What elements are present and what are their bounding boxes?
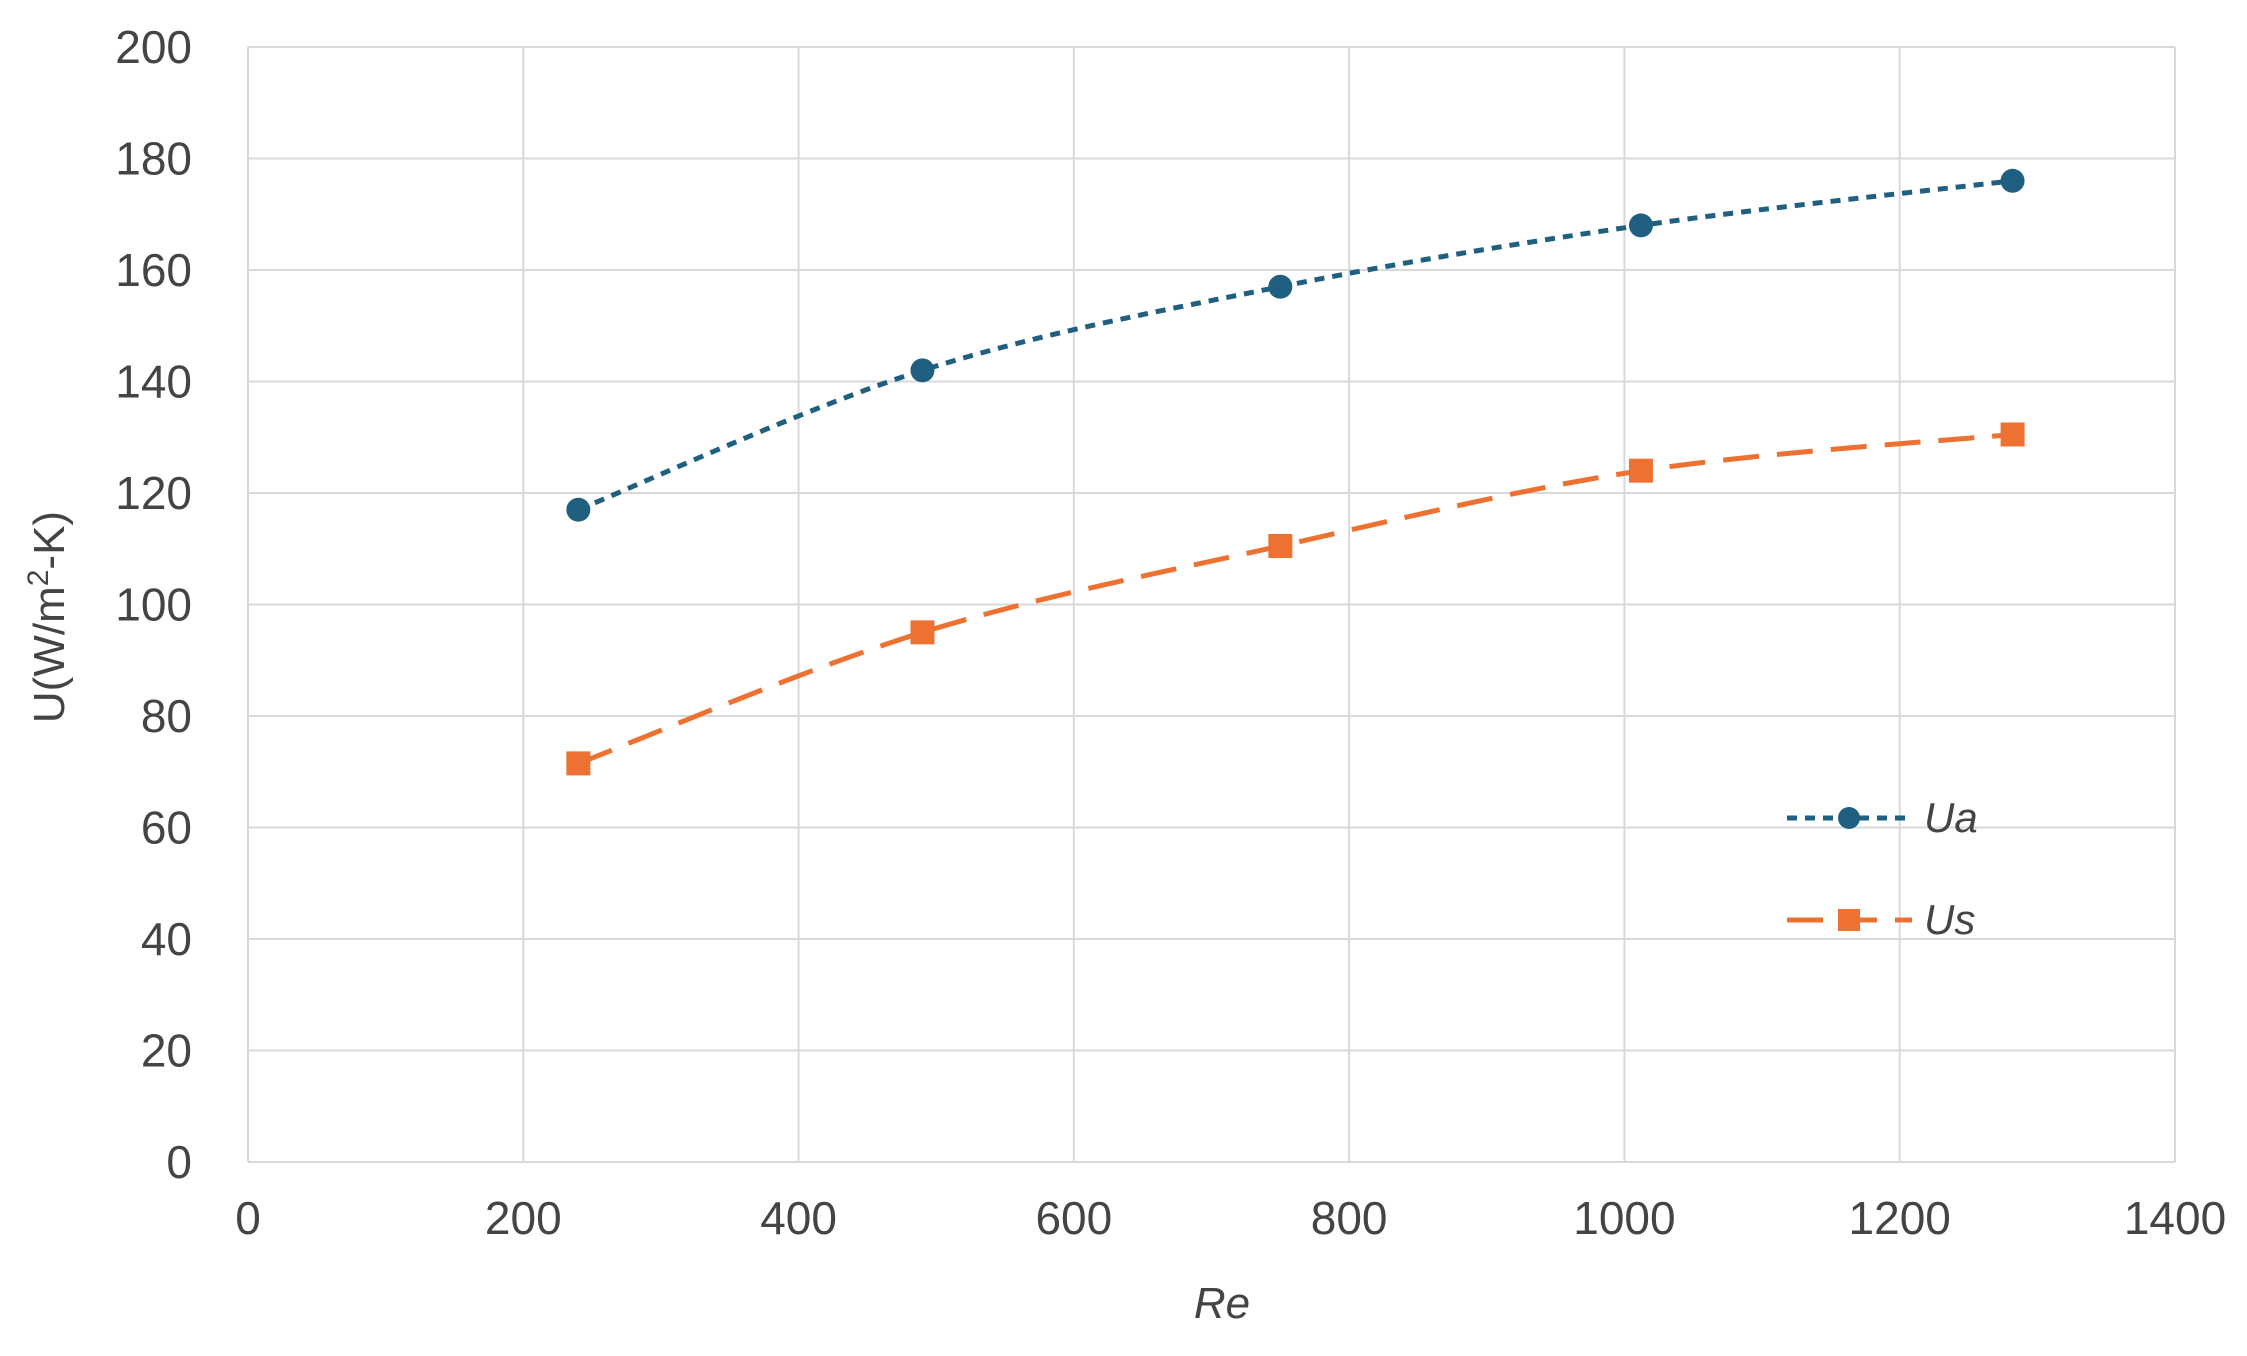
legend-us-label: Us	[1924, 896, 1975, 943]
y-tick-labels: 0 20 40 60 80 100 120 140 160 180 200	[115, 21, 192, 1188]
y-tick-label: 40	[141, 913, 192, 965]
y-axis-title-main: U(W/m	[25, 586, 74, 723]
legend-ua-label: Ua	[1924, 794, 1978, 841]
series-ua-point	[566, 497, 591, 522]
series-us	[566, 422, 2025, 776]
y-tick-label: 100	[115, 579, 192, 631]
y-tick-label: 180	[115, 133, 192, 185]
y-tick-label: 140	[115, 356, 192, 408]
series-us-line	[577, 431, 2013, 766]
series-us-point	[1268, 533, 1293, 558]
series-ua-point	[910, 358, 935, 383]
series-us-point	[1628, 458, 1653, 483]
y-axis-title-end: -K)	[25, 511, 74, 570]
series-us-point	[2000, 422, 2025, 447]
legend-entry-ua: Ua	[1787, 794, 1978, 841]
x-tick-label: 0	[235, 1192, 261, 1244]
x-tick-label: 800	[1311, 1192, 1388, 1244]
x-tick-label: 200	[485, 1192, 562, 1244]
x-tick-label: 1000	[1573, 1192, 1675, 1244]
y-tick-label: 80	[141, 690, 192, 742]
series-ua-point	[1628, 213, 1653, 238]
y-tick-label: 120	[115, 467, 192, 519]
series-us-point	[910, 620, 935, 645]
y-tick-label: 0	[166, 1136, 192, 1188]
series-us-point	[566, 751, 591, 776]
x-tick-label: 1400	[2124, 1192, 2226, 1244]
y-axis-title: U(W/m2-K)	[22, 511, 74, 723]
series-layer	[566, 168, 2025, 776]
series-ua	[566, 168, 2025, 522]
x-tick-label: 400	[760, 1192, 837, 1244]
x-tick-labels: 0 200 400 600 800 1000 1200 1400	[235, 1192, 2226, 1244]
y-tick-label: 20	[141, 1025, 192, 1077]
y-axis-title-superscript: 2	[22, 570, 55, 587]
x-tick-label: 600	[1035, 1192, 1112, 1244]
y-tick-label: 160	[115, 244, 192, 296]
series-ua-point	[1268, 274, 1293, 299]
legend-entry-us: Us	[1787, 896, 1975, 943]
x-axis-title: Re	[1194, 1279, 1250, 1328]
series-ua-line	[577, 178, 2013, 513]
series-ua-point	[2000, 168, 2025, 193]
legend: Ua Us	[1787, 794, 1978, 943]
y-tick-label: 200	[115, 21, 192, 73]
x-tick-label: 1200	[1849, 1192, 1951, 1244]
legend-ua-marker	[1838, 807, 1860, 829]
legend-us-marker	[1838, 909, 1860, 931]
grid	[247, 46, 2176, 1163]
y-tick-label: 60	[141, 802, 192, 854]
